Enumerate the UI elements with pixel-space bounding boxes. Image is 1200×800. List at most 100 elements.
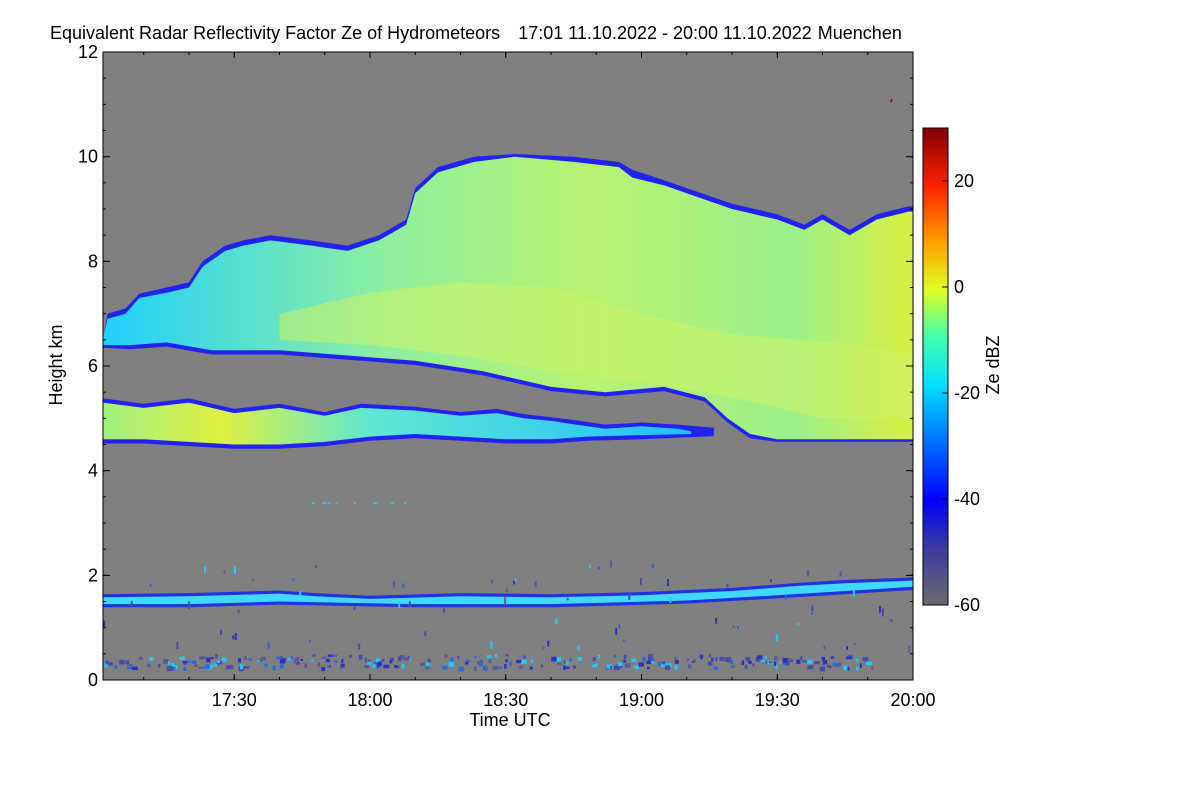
speckle xyxy=(312,654,316,657)
speckle xyxy=(217,660,221,663)
speckle xyxy=(725,657,731,663)
speckle xyxy=(609,560,612,568)
colorbar-label: Ze dBZ xyxy=(983,335,1003,394)
speckle xyxy=(367,661,372,665)
speckle xyxy=(168,661,171,666)
speckle xyxy=(638,662,645,667)
speckle xyxy=(782,658,788,663)
speckle xyxy=(425,665,430,670)
speckle xyxy=(392,580,395,588)
speckle xyxy=(674,657,678,660)
speckle xyxy=(465,659,471,663)
speckle xyxy=(623,659,627,663)
speckle xyxy=(591,664,598,668)
speckle xyxy=(665,663,672,668)
speckle xyxy=(770,579,773,582)
speckle xyxy=(229,666,235,670)
speckle xyxy=(647,666,650,670)
speckle xyxy=(828,665,832,668)
speckle xyxy=(394,665,398,668)
speckle xyxy=(477,660,480,665)
speckle xyxy=(807,570,809,577)
speckle xyxy=(563,665,566,670)
speckle xyxy=(443,608,446,613)
y-tick-label: 6 xyxy=(88,356,98,376)
speckle xyxy=(488,658,492,664)
speckle xyxy=(175,665,178,670)
speckle xyxy=(715,617,718,624)
speckle xyxy=(230,665,234,668)
speckle xyxy=(114,665,118,669)
speckle xyxy=(509,661,512,667)
speckle xyxy=(321,656,327,659)
y-axis-label: Height km xyxy=(46,324,66,405)
speckle xyxy=(358,654,363,660)
speckle xyxy=(327,654,333,657)
speckle xyxy=(522,655,526,659)
speckle xyxy=(801,659,808,663)
speckle xyxy=(398,601,401,609)
speckle xyxy=(908,645,911,653)
speckle xyxy=(797,622,800,626)
speckle xyxy=(206,657,211,663)
speckle xyxy=(775,633,778,642)
speckle xyxy=(322,502,325,505)
x-axis-label: Time UTC xyxy=(469,710,550,730)
speckle xyxy=(853,643,856,646)
speckle xyxy=(651,661,655,664)
speckle xyxy=(479,661,483,667)
speckle xyxy=(504,597,507,605)
speckle xyxy=(223,570,226,574)
speckle xyxy=(215,654,218,659)
speckle xyxy=(364,665,370,669)
speckle xyxy=(383,664,390,669)
speckle xyxy=(700,654,703,660)
speckle xyxy=(555,618,558,625)
speckle xyxy=(294,658,298,664)
speckle xyxy=(859,663,862,668)
speckle xyxy=(531,659,534,663)
echo-layers xyxy=(103,99,913,672)
speckle xyxy=(353,606,356,610)
speckle xyxy=(389,660,393,664)
speckle xyxy=(634,665,640,669)
speckle xyxy=(639,578,642,585)
speckle xyxy=(744,664,748,669)
speckle xyxy=(170,662,175,667)
speckle xyxy=(130,600,133,607)
speckle xyxy=(176,642,179,650)
speckle xyxy=(618,624,621,629)
speckle xyxy=(127,664,133,667)
speckle xyxy=(457,655,460,660)
speckle xyxy=(710,657,715,662)
speckle xyxy=(403,502,406,505)
speckle xyxy=(726,583,729,588)
speckle xyxy=(732,625,735,628)
speckle xyxy=(657,661,664,666)
speckle xyxy=(448,661,454,667)
speckle xyxy=(674,660,679,664)
speckle xyxy=(349,654,352,658)
speckle xyxy=(315,565,318,568)
speckle xyxy=(761,660,766,663)
speckle xyxy=(125,660,130,665)
speckle xyxy=(890,619,893,622)
x-tick-label: 19:00 xyxy=(619,690,664,710)
speckle xyxy=(719,656,725,661)
speckle xyxy=(826,664,831,668)
speckle xyxy=(179,656,185,660)
speckle xyxy=(731,665,735,668)
speckle xyxy=(665,665,671,670)
speckle xyxy=(491,579,494,584)
speckle xyxy=(490,641,493,649)
speckle xyxy=(424,631,427,636)
speckle xyxy=(566,598,569,601)
speckle xyxy=(157,664,161,668)
speckle xyxy=(300,658,304,661)
speckle xyxy=(427,658,431,663)
speckle xyxy=(198,666,204,669)
speckle xyxy=(598,654,601,659)
speckle xyxy=(216,662,219,666)
speckle xyxy=(911,629,913,634)
speckle xyxy=(729,659,734,665)
